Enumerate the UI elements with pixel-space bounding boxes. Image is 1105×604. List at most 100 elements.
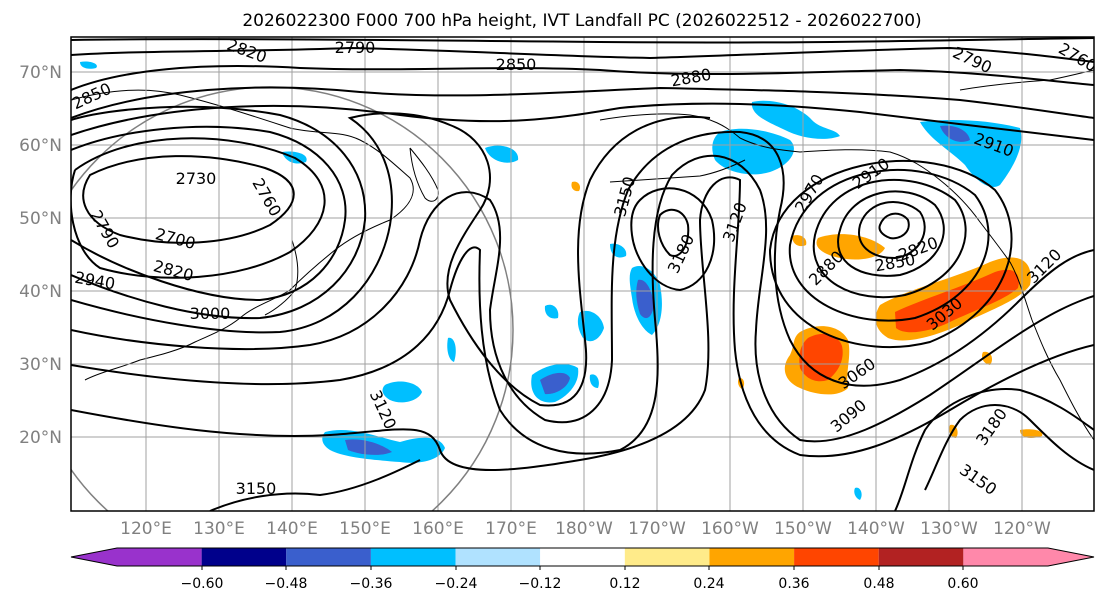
contour-line [71, 137, 326, 279]
contour-line [71, 46, 1094, 63]
lon-label: 130°W [920, 519, 978, 539]
colorbar-tick-label: −0.24 [435, 576, 478, 592]
coastlines [71, 69, 1094, 441]
colorbar-segment [540, 548, 625, 566]
shade-positive-low [816, 234, 885, 260]
contour-line [630, 187, 716, 292]
colorbar-tick-label: 0.12 [609, 576, 640, 592]
lat-label: 50°N [19, 209, 62, 229]
shade-negative-trough-core [636, 279, 654, 319]
contour-line [812, 178, 967, 299]
lat-label: 60°N [19, 136, 62, 156]
colorbar-segment [117, 548, 202, 566]
colorbar-segment [794, 548, 879, 566]
contour-line [71, 112, 711, 407]
colorbar-segment [286, 548, 371, 566]
contour-label: 3150 [236, 479, 277, 498]
lon-label: 160°E [412, 519, 464, 539]
contour-label: 2790 [335, 38, 376, 57]
lon-label: 160°W [701, 519, 759, 539]
lat-label: 70°N [19, 63, 62, 83]
shade-negative-central-core [540, 372, 570, 395]
contour-line [71, 154, 1094, 455]
longitude-labels: 120°E 130°E 140°E 150°E 160°E 170°E 180°… [120, 519, 1051, 539]
height-contours [71, 37, 1094, 511]
shade-negative-west-2 [322, 429, 445, 463]
contour-line [788, 168, 990, 322]
contour-line [858, 201, 926, 260]
colorbar-segment [709, 548, 795, 566]
contour-line [768, 160, 1013, 349]
lon-label: 140°W [847, 519, 905, 539]
shade-negative-mid-1 [382, 381, 422, 403]
colorbar-outline [70, 547, 1095, 567]
coast-asia-east [71, 89, 414, 381]
colorbar-tick-label: −0.36 [350, 576, 393, 592]
contour-line [894, 388, 1094, 511]
lon-label: 150°W [774, 519, 832, 539]
colorbar-tick-label: 0.48 [863, 576, 894, 592]
colorbar-tick-label: 0.24 [693, 576, 724, 592]
colorbar-segment [455, 548, 541, 566]
contour-line [209, 459, 421, 511]
map-frame [70, 36, 1095, 512]
contour-label: 3000 [190, 304, 231, 323]
lon-label: 120°W [993, 519, 1051, 539]
contour-line [924, 404, 1094, 491]
lon-label: 180°W [555, 519, 613, 539]
shade-negative-small-3 [589, 374, 599, 388]
contour-line [878, 212, 910, 240]
contour-line [82, 155, 295, 244]
shading [80, 61, 1043, 500]
lon-label: 170°W [628, 519, 686, 539]
contour-line [71, 130, 1094, 424]
colorbar-extend-max [1048, 548, 1094, 566]
shade-negative-west-2-core [345, 439, 392, 455]
colorbar-segment [963, 548, 1048, 566]
lon-label: 120°E [120, 519, 172, 539]
latitude-labels: 70°N 60°N 50°N 40°N 30°N 20°N [19, 63, 62, 448]
shade-negative-northeast [920, 120, 1022, 188]
shade-small-positive-2 [571, 181, 581, 192]
figure-title: 2026022300 F000 700 hPa height, IVT Land… [242, 11, 921, 31]
lat-label: 20°N [19, 428, 62, 448]
contour-line [71, 37, 1094, 44]
colorbar-segment [878, 548, 964, 566]
contour-line [71, 86, 1094, 119]
contour-line [657, 208, 690, 257]
lon-label: 130°E [193, 519, 245, 539]
shade-negative-mid-5 [447, 337, 456, 362]
lat-label: 30°N [19, 355, 62, 375]
lat-label: 40°N [19, 282, 62, 302]
shade-small-positive-4 [1020, 429, 1043, 438]
lon-label: 140°E [266, 519, 318, 539]
colorbar-segment [201, 548, 287, 566]
shade-strong-ne-pacific [895, 269, 1019, 333]
shade-negative-bering [485, 145, 519, 163]
contour-label: 2730 [176, 169, 217, 188]
coast-na-west [1009, 261, 1094, 441]
colorbar-ticks: −0.60 −0.48 −0.36 −0.24 −0.12 0.12 0.24 … [181, 566, 979, 592]
coast-kamchatka [409, 147, 439, 202]
colorbar-tick-label: 0.60 [947, 576, 978, 592]
colorbar-tick-label: −0.12 [519, 576, 562, 592]
shade-negative-mid-4 [544, 304, 559, 319]
contour-line [71, 105, 367, 320]
shade-negative-northeast-core [940, 125, 970, 142]
shade-strong-subtropical [799, 333, 843, 382]
contour-line [71, 65, 1094, 91]
contour-line [837, 190, 945, 277]
contour-line [71, 176, 1094, 471]
contour-line [71, 125, 347, 302]
colorbar-tick-label: −0.60 [181, 576, 224, 592]
colorbar-segment [370, 548, 456, 566]
coast-alaska [599, 113, 1011, 263]
colorbar-segment [624, 548, 710, 566]
contour-label: 2850 [496, 55, 537, 74]
lon-label: 150°E [339, 519, 391, 539]
shade-negative-small-2 [80, 61, 97, 69]
colorbar-tick-label: 0.36 [778, 576, 809, 592]
lon-label: 170°E [485, 519, 537, 539]
colorbar-extend-min [71, 548, 117, 566]
